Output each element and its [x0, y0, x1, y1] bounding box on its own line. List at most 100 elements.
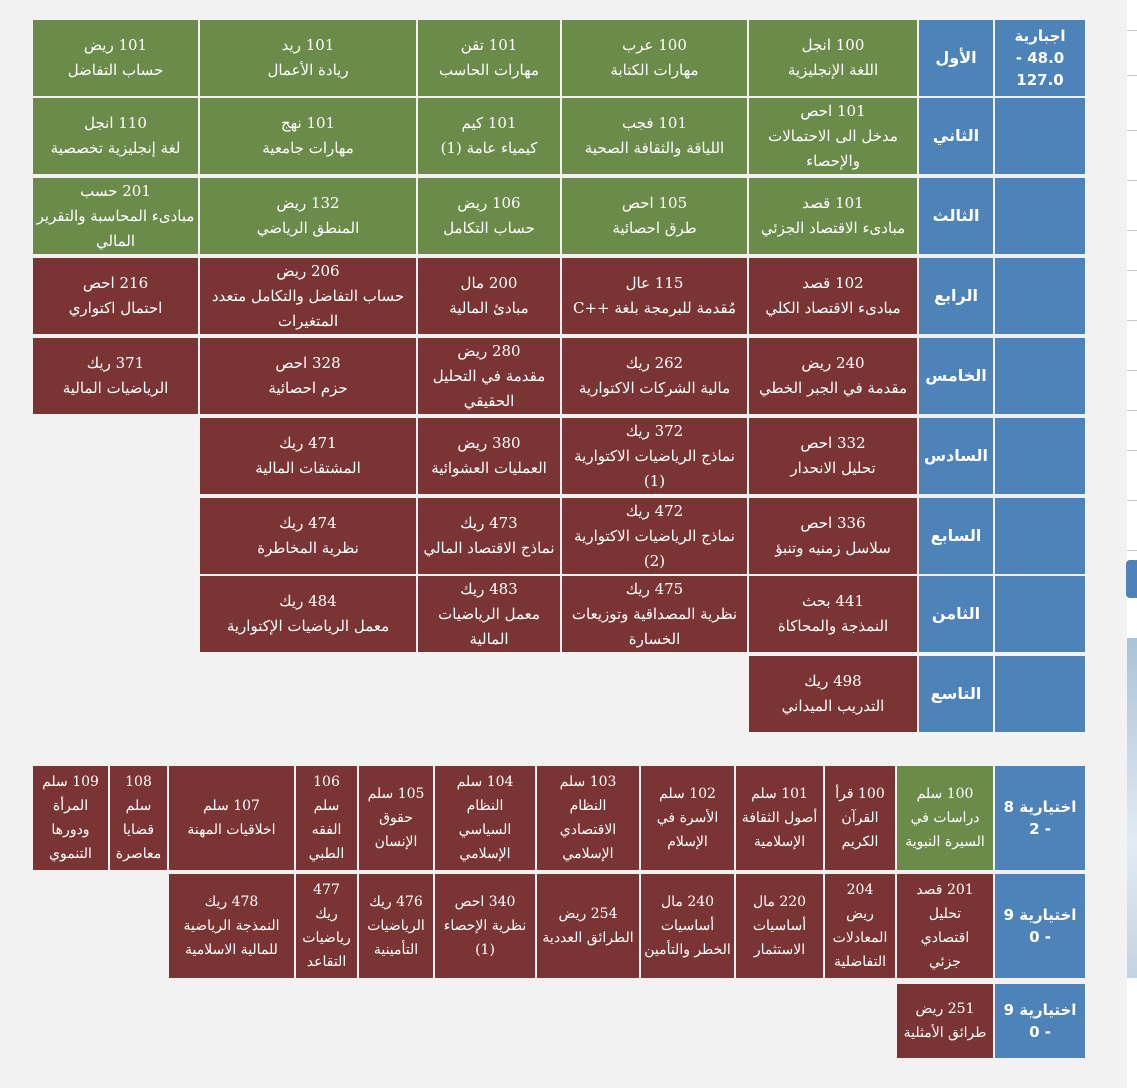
course-title: الرياضيات المالية — [62, 379, 169, 397]
required-credits-cell: اجبارية 48.0 - 127.0 — [995, 20, 1085, 96]
course-cell[interactable]: 441 بحث النمذجة والمحاكاة — [749, 576, 917, 652]
course-title: مقدمة في الجبر الخطي — [759, 379, 908, 397]
level-label-4: الرابع — [919, 258, 993, 334]
elective-course-cell[interactable]: 105 سلم حقوق الإنسان — [359, 766, 433, 870]
course-code: 498 ريك — [804, 672, 862, 690]
elective-course-text: 105 سلم حقوق الإنسان — [367, 786, 425, 850]
elective-course-cell[interactable]: 101 سلم أصول الثقافة الإسلامية — [736, 766, 823, 870]
course-cell[interactable]: 372 ريك نماذج الرياضيات الاكتوارية (1) — [562, 418, 747, 494]
course-code: 132 ريض — [276, 194, 340, 212]
course-title: مالية الشركات الاكتوارية — [578, 379, 731, 397]
elective-course-cell[interactable]: 254 ريض الطرائق العددية — [537, 874, 639, 978]
elective-course-cell[interactable]: 204 ريض المعادلات التفاضلية — [825, 874, 895, 978]
course-cell[interactable]: 132 ريض المنطق الرياضي — [200, 178, 416, 254]
level-label-6: السادس — [919, 418, 993, 494]
course-cell[interactable]: 110 انجل لغة إنجليزية تخصصية — [33, 98, 198, 174]
course-cell[interactable]: 200 مال مبادئ المالية — [418, 258, 560, 334]
required-empty-cell — [995, 98, 1085, 174]
course-cell[interactable]: 100 عرب مهارات الكتابة — [562, 20, 747, 96]
course-cell[interactable]: 201 حسب مبادىء المحاسبة والتقرير المالي — [33, 178, 198, 254]
course-cell[interactable]: 115 عال مُقدمة للبرمجة بلغة ++C — [562, 258, 747, 334]
elective-course-cell[interactable]: 100 سلم دراسات في السيرة النبوية — [897, 766, 993, 870]
course-title: ريادة الأعمال — [267, 61, 349, 79]
course-cell[interactable]: 102 قصد مبادىء الاقتصاد الكلي — [749, 258, 917, 334]
course-cell[interactable]: 101 نهج مهارات جامعية — [200, 98, 416, 174]
course-cell[interactable]: 471 ريك المشتقات المالية — [200, 418, 416, 494]
course-cell[interactable]: 240 ريض مقدمة في الجبر الخطي — [749, 338, 917, 414]
elective-course-cell[interactable]: 340 احص نظرية الإحصاء (1) — [435, 874, 535, 978]
course-cell[interactable]: 484 ريك معمل الرياضيات الإكتوارية — [200, 576, 416, 652]
elective-course-text: 107 سلم اخلاقيات المهنة — [187, 798, 276, 838]
course-cell[interactable]: 336 احص سلاسل زمنيه وتنبؤ — [749, 498, 917, 574]
course-cell[interactable]: 498 ريك التدريب الميداني — [749, 656, 917, 732]
course-cell[interactable]: 328 احص حزم احصائية — [200, 338, 416, 414]
required-empty-cell — [995, 178, 1085, 254]
course-cell[interactable]: 473 ريك نماذج الاقتصاد المالي — [418, 498, 560, 574]
course-cell[interactable]: 100 انجل اللغة الإنجليزية — [749, 20, 917, 96]
sidebar-divider — [1127, 75, 1137, 76]
required-max: 127.0 — [1016, 71, 1064, 89]
course-code: 115 عال — [625, 274, 684, 292]
course-cell[interactable]: 101 احص مدخل الى الاحتمالات والإحصاء — [749, 98, 917, 174]
elective-course-text: 254 ريض الطرائق العددية — [542, 906, 634, 946]
elective-course-cell[interactable]: 107 سلم اخلاقيات المهنة — [169, 766, 294, 870]
level-name: الثامن — [931, 604, 981, 623]
elective-course-cell[interactable]: 478 ريك النمذجة الرياضية للمالية الاسلام… — [169, 874, 294, 978]
course-code: 101 فجب — [622, 114, 687, 132]
elective-course-cell[interactable]: 103 سلم النظام الاقتصادي الإسلامي — [537, 766, 639, 870]
elective-course-cell[interactable]: 240 مال أساسيات الخطر والتأمين — [641, 874, 734, 978]
course-code: 200 مال — [460, 274, 518, 292]
course-cell[interactable]: 101 فجب اللياقة والثقافة الصحية — [562, 98, 747, 174]
elective-group-label: اختيارية 9 - 0 — [995, 984, 1085, 1058]
elective-course-cell[interactable]: 102 سلم الأسرة في الإسلام — [641, 766, 734, 870]
course-cell[interactable]: 332 احص تحليل الانحدار — [749, 418, 917, 494]
course-cell[interactable]: 101 تقن مهارات الحاسب — [418, 20, 560, 96]
course-cell[interactable]: 101 ريض حساب التفاضل — [33, 20, 198, 96]
course-code: 101 كيم — [461, 114, 517, 132]
level-label-9: التاسع — [919, 656, 993, 732]
sidebar-divider — [1127, 180, 1137, 181]
side-tab[interactable] — [1126, 560, 1137, 598]
course-code: 441 بحث — [802, 592, 864, 610]
level-label-1: الأول — [919, 20, 993, 96]
elective-course-cell[interactable]: 251 ريض طرائق الأمثلية — [897, 984, 993, 1058]
course-cell[interactable]: 206 ريض حساب التفاضل والتكامل متعدد المتغ… — [200, 258, 416, 334]
course-cell[interactable]: 280 ريض مقدمة في التحليل الحقيقي — [418, 338, 560, 414]
course-cell[interactable]: 105 احص طرق احصائية — [562, 178, 747, 254]
elective-course-cell[interactable]: 220 مال أساسيات الاستثمار — [736, 874, 823, 978]
course-cell[interactable]: 483 ريك معمل الرياضيات المالية — [418, 576, 560, 652]
course-cell[interactable]: 101 ريد ريادة الأعمال — [200, 20, 416, 96]
elective-course-cell[interactable]: 106 سلم الفقه الطبي — [296, 766, 357, 870]
course-code: 101 ريض — [83, 36, 148, 54]
course-code: 201 حسب — [80, 181, 151, 200]
elective-course-cell[interactable]: 108 سلم قضايا معاصرة — [110, 766, 167, 870]
course-title: مبادئ المالية — [449, 299, 529, 317]
elective-course-cell[interactable]: 476 ريك الرياضيات التأمينية — [359, 874, 433, 978]
course-cell[interactable]: 474 ريك نظرية المخاطرة — [200, 498, 416, 574]
elective-course-cell[interactable]: 201 قصد تحليل اقتصادي جزئي — [897, 874, 993, 978]
level-name: السادس — [923, 446, 989, 465]
required-label: اجبارية — [1014, 27, 1066, 45]
course-cell[interactable]: 216 احص احتمال اكتواري — [33, 258, 198, 334]
elective-course-cell[interactable]: 109 سلم المرأة ودورها التنموي — [33, 766, 108, 870]
course-cell[interactable]: 371 ريك الرياضيات المالية — [33, 338, 198, 414]
course-title: معمل الرياضيات الإكتوارية — [226, 617, 390, 635]
course-title: نظرية المخاطرة — [257, 539, 359, 557]
elective-course-cell[interactable]: 100 قرأ القرآن الكريم — [825, 766, 895, 870]
course-code: 100 عرب — [622, 36, 687, 54]
elective-course-cell[interactable]: 477 ريك رياضيات التقاعد — [296, 874, 357, 978]
elective-course-cell[interactable]: 104 سلم النظام السياسي الإسلامي — [435, 766, 535, 870]
course-cell[interactable]: 106 ريض حساب التكامل — [418, 178, 560, 254]
course-title: مهارات الحاسب — [438, 61, 540, 79]
course-code: 206 ريض — [276, 261, 340, 280]
course-cell[interactable]: 472 ريك نماذج الرياضيات الاكتوارية (2) — [562, 498, 747, 574]
course-cell[interactable]: 262 ريك مالية الشركات الاكتوارية — [562, 338, 747, 414]
course-cell[interactable]: 101 كيم كيمياء عامة (1) — [418, 98, 560, 174]
course-code: 472 ريك — [625, 501, 684, 520]
level-label-8: الثامن — [919, 576, 993, 652]
course-code: 280 ريض — [457, 341, 521, 360]
course-cell[interactable]: 380 ريض العمليات العشوائية — [418, 418, 560, 494]
course-cell[interactable]: 475 ريك نظرية المصداقية وتوزيعات الخسارة — [562, 576, 747, 652]
course-cell[interactable]: 101 قصد مبادىء الاقتصاد الجزئي — [749, 178, 917, 254]
course-code: 474 ريك — [279, 514, 337, 532]
